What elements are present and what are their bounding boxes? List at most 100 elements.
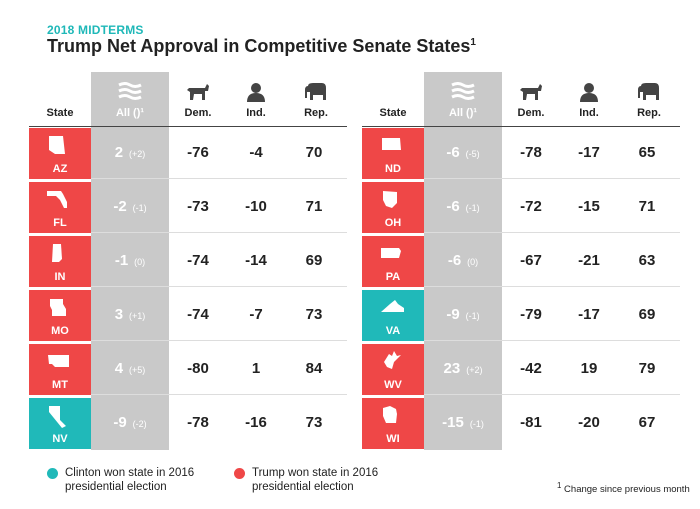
dem-value: -72	[520, 198, 542, 215]
row-divider	[91, 340, 347, 341]
ind-value: 19	[580, 360, 598, 377]
state-badge-pa: PA	[362, 236, 424, 287]
person-icon	[247, 83, 265, 102]
all-column-bg	[424, 72, 502, 450]
state-badge-nv: NV	[29, 398, 91, 449]
monthly-change: (0)	[134, 257, 146, 267]
ind-value: -21	[578, 252, 600, 269]
ind-value: -4	[249, 144, 263, 161]
ind-value: -10	[245, 198, 267, 215]
all-value: -9 (-2)	[91, 397, 169, 449]
ind-value: -14	[245, 252, 267, 269]
rep-value: 79	[638, 360, 656, 377]
state-abbr: IN	[54, 271, 66, 283]
rep-value: 71	[638, 198, 656, 215]
state-shape-icon	[49, 136, 65, 154]
table-row: FL -2 (-1) -73 -10 71	[29, 181, 347, 233]
monthly-change: (-1)	[465, 203, 480, 213]
net-approval: -6	[446, 144, 460, 161]
all-value: 4 (+5)	[91, 343, 169, 395]
state-shape-icon	[52, 244, 62, 262]
state-badge-mt: MT	[29, 344, 91, 395]
rep-value: 63	[638, 252, 656, 269]
monthly-change: (-1)	[469, 419, 484, 429]
state-abbr: WV	[384, 379, 402, 391]
rep-value: 69	[638, 306, 656, 323]
table-header: State All ()¹ Dem. Ind. Rep.	[362, 72, 680, 126]
chart-title: Trump Net Approval in Competitive Senate…	[47, 36, 476, 56]
ind-value: -15	[578, 198, 600, 215]
header-divider	[29, 126, 347, 127]
monthly-change: (+2)	[466, 365, 483, 375]
table-row: OH -6 (-1) -72 -15 71	[362, 181, 680, 233]
state-badge-in: IN	[29, 236, 91, 287]
table-row: IN -1 (0) -74 -14 69	[29, 235, 347, 287]
col-rep: Rep.	[618, 72, 680, 126]
col-dem: Dem.	[502, 72, 560, 126]
col-all: All ()¹	[424, 72, 502, 126]
all-value: 3 (+1)	[91, 289, 169, 341]
state-shape-icon	[384, 351, 401, 369]
state-abbr: NV	[52, 433, 68, 445]
person-icon	[580, 83, 598, 102]
all-value: -9 (-1)	[424, 289, 502, 341]
all-value: -6 (0)	[424, 235, 502, 287]
donkey-icon	[187, 84, 209, 100]
row-divider	[91, 178, 347, 179]
dem-value: -78	[187, 414, 209, 431]
state-abbr: FL	[53, 217, 67, 229]
table-row: WV 23 (+2) -42 19 79	[362, 343, 680, 395]
state-badge-nd: ND	[362, 128, 424, 179]
net-approval: -15	[442, 414, 464, 431]
state-shape-icon	[383, 406, 397, 423]
dem-value: -78	[520, 144, 542, 161]
all-value: -2 (-1)	[91, 181, 169, 233]
net-approval: -9	[446, 306, 460, 323]
net-approval: 23	[443, 360, 461, 377]
dem-value: -74	[187, 252, 209, 269]
table-row: PA -6 (0) -67 -21 63	[362, 235, 680, 287]
ind-value: -20	[578, 414, 600, 431]
col-state: State	[46, 107, 74, 119]
table-row: NV -9 (-2) -78 -16 73	[29, 397, 347, 449]
monthly-change: (+1)	[129, 311, 146, 321]
all-value: -6 (-1)	[424, 181, 502, 233]
col-state: State	[379, 107, 407, 119]
all-value: 2 (+2)	[91, 127, 169, 179]
dem-value: -74	[187, 306, 209, 323]
rep-value: 73	[305, 306, 323, 323]
net-approval: -9	[113, 414, 127, 431]
state-abbr: MT	[52, 379, 68, 391]
rep-value: 84	[305, 360, 323, 377]
state-badge-oh: OH	[362, 182, 424, 233]
rep-value: 67	[638, 414, 656, 431]
dem-value: -42	[520, 360, 542, 377]
legend-text: presidential election	[252, 481, 354, 493]
state-shape-icon	[381, 300, 404, 312]
state-shape-icon	[381, 248, 401, 258]
state-badge-wv: WV	[362, 344, 424, 395]
ind-value: 1	[251, 360, 261, 377]
state-badge-fl: FL	[29, 182, 91, 233]
state-shape-icon	[50, 299, 66, 316]
state-abbr: VA	[385, 325, 401, 337]
state-badge-va: VA	[362, 290, 424, 341]
flag-icon	[451, 82, 475, 100]
all-value: -6 (-5)	[424, 127, 502, 179]
kicker: 2018 MIDTERMS	[47, 23, 144, 37]
row-divider	[91, 286, 347, 287]
net-approval: 4	[114, 360, 124, 377]
rep-value: 71	[305, 198, 323, 215]
rep-value: 69	[305, 252, 323, 269]
monthly-change: (+5)	[129, 365, 146, 375]
row-divider	[424, 340, 680, 341]
all-value: -1 (0)	[91, 235, 169, 287]
header-divider	[362, 126, 680, 127]
legend-trump: Trump won state in 2016 presidential ele…	[234, 466, 378, 494]
all-value: 23 (+2)	[424, 343, 502, 395]
row-divider	[91, 232, 347, 233]
donkey-icon	[520, 84, 542, 100]
net-approval: 3	[114, 306, 124, 323]
table-row: MO 3 (+1) -74 -7 73	[29, 289, 347, 341]
state-abbr: PA	[385, 271, 401, 283]
